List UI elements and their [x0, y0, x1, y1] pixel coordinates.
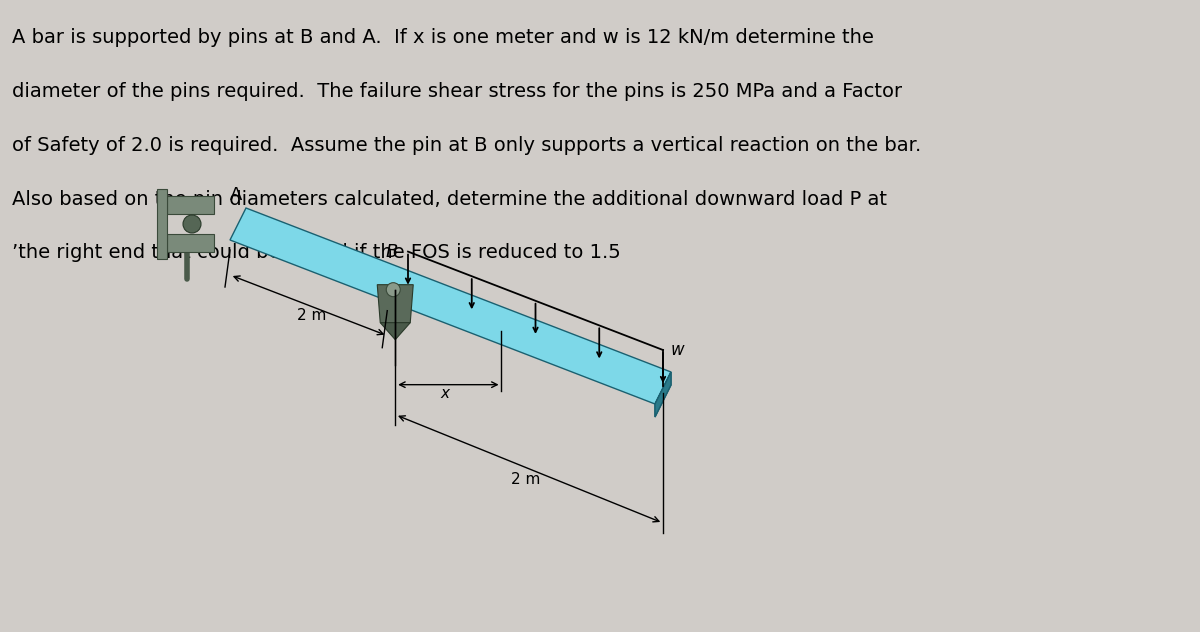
Polygon shape: [167, 234, 214, 252]
Polygon shape: [655, 372, 671, 417]
Text: Also based on the pin diameters calculated, determine the additional downward lo: Also based on the pin diameters calculat…: [12, 190, 887, 209]
Polygon shape: [377, 284, 413, 323]
Text: ’the right end that could be added if the FOS is reduced to 1.5: ’the right end that could be added if th…: [12, 243, 620, 262]
Text: of Safety of 2.0 is required.  Assume the pin at B only supports a vertical reac: of Safety of 2.0 is required. Assume the…: [12, 136, 922, 155]
Polygon shape: [167, 196, 214, 214]
Text: w: w: [671, 341, 685, 359]
Polygon shape: [655, 372, 671, 417]
Polygon shape: [230, 208, 671, 404]
Polygon shape: [157, 189, 167, 259]
Circle shape: [182, 215, 200, 233]
Text: 2 m: 2 m: [296, 308, 326, 324]
Text: x: x: [440, 386, 449, 401]
Text: diameter of the pins required.  The failure shear stress for the pins is 250 MPa: diameter of the pins required. The failu…: [12, 82, 902, 101]
Text: B: B: [385, 243, 397, 260]
Text: A: A: [230, 186, 242, 204]
Text: A bar is supported by pins at B and A.  If x is one meter and w is 12 kN/m deter: A bar is supported by pins at B and A. I…: [12, 28, 874, 47]
Circle shape: [386, 283, 401, 296]
Text: 2 m: 2 m: [511, 472, 540, 487]
Polygon shape: [380, 323, 410, 339]
